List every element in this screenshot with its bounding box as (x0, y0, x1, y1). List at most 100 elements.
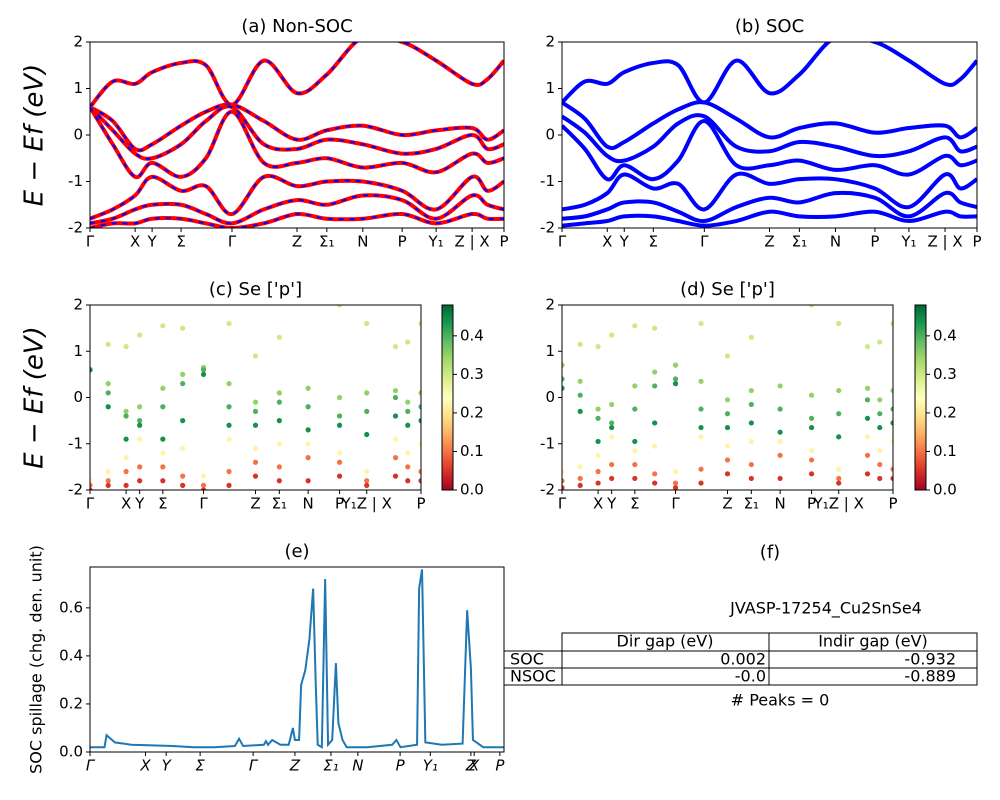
x-tick-label: Z | X (927, 233, 962, 251)
band-point (226, 482, 232, 488)
x-tick-label: Z (250, 495, 260, 513)
band-point (123, 344, 129, 350)
band-point (137, 404, 143, 410)
x-tick-label: Y (619, 233, 630, 251)
band-point (609, 420, 615, 426)
y-tick-label: 2 (545, 33, 555, 51)
band-point (305, 441, 311, 447)
band-point (808, 471, 815, 477)
band-point (748, 387, 754, 394)
band-point (672, 468, 679, 475)
band-point (724, 457, 731, 463)
band-point (392, 473, 399, 479)
table-cell: -0.932 (904, 650, 956, 669)
band-point (276, 390, 282, 396)
colorbar-label: 0.4 (460, 326, 484, 344)
colorbar (441, 304, 454, 491)
band-point (698, 424, 704, 431)
band-dash (90, 194, 504, 225)
panel-title: (b) SOC (735, 16, 804, 37)
band-point (105, 341, 111, 347)
band-point (90, 367, 93, 373)
band-point (698, 406, 704, 412)
band-point (877, 424, 883, 431)
band-point (392, 413, 399, 419)
band-point (595, 452, 601, 458)
x-tick-label: Σ₁ (323, 757, 339, 775)
band-point (748, 401, 754, 408)
band-point (123, 482, 129, 488)
band-point (180, 482, 186, 488)
band-point (864, 471, 871, 477)
band-point (836, 480, 842, 486)
x-tick-label: Y (134, 495, 145, 513)
band-point (836, 411, 842, 417)
x-tick-label: Γ (86, 757, 96, 775)
x-tick-label: X (593, 495, 603, 513)
band-line (90, 104, 504, 161)
band-point (105, 468, 111, 475)
x-tick-label: Σ (158, 495, 167, 513)
band-point (336, 459, 343, 465)
band-point (200, 371, 207, 377)
band-point (364, 390, 370, 396)
panel-title: (a) Non-SOC (241, 16, 352, 37)
band-point (777, 383, 783, 389)
band-point (226, 404, 232, 410)
colorbar-label: 0.0 (460, 481, 484, 499)
band-point (123, 455, 129, 461)
band-point (276, 441, 282, 447)
band-point (105, 482, 111, 488)
band-point (123, 413, 129, 419)
band-point (652, 325, 658, 331)
y-axis-label: E − Ef (eV) (20, 64, 50, 207)
band-point (836, 475, 842, 482)
band-point (877, 339, 883, 345)
band-point (877, 411, 883, 417)
band-point (652, 480, 658, 486)
y-tick-label: -1 (540, 434, 555, 452)
band-point (418, 478, 421, 484)
band-point (698, 320, 704, 327)
band-point (595, 480, 601, 486)
x-tick-label: Z (289, 757, 301, 775)
x-tick-label: X (468, 757, 480, 775)
band-point (698, 466, 704, 472)
band-point (562, 376, 565, 382)
band-point (632, 383, 638, 389)
band-point (562, 362, 565, 368)
y-tick-label: 0.2 (59, 694, 83, 712)
x-tick-label: P (870, 233, 879, 251)
colorbar-label: 0.4 (933, 326, 957, 344)
band-point (609, 332, 615, 338)
y-tick-label: -2 (68, 219, 83, 237)
band-point (336, 450, 343, 456)
band-point (200, 367, 207, 373)
plot-area (562, 42, 977, 228)
x-tick-label: Γ (558, 495, 567, 513)
band-point (632, 461, 638, 468)
y-tick-label: 1 (545, 79, 555, 97)
colorbar-label: 0.3 (933, 365, 957, 383)
band-point (890, 466, 893, 472)
band-point (890, 438, 893, 445)
band-point (808, 424, 815, 431)
band-point (276, 418, 282, 424)
band-point (890, 320, 893, 327)
band-point (595, 406, 601, 412)
band-point (890, 475, 893, 482)
band-point (577, 464, 583, 470)
y-tick-label: 0.4 (59, 646, 83, 664)
band-point (137, 478, 143, 484)
band-point (808, 448, 815, 454)
table-header: Dir gap (eV) (617, 632, 714, 651)
band-point (252, 422, 259, 428)
x-tick-label: P (495, 757, 505, 775)
y-tick-label: -2 (540, 481, 555, 499)
band-point (137, 332, 143, 338)
x-tick-label: Σ₁ (792, 233, 808, 251)
x-tick-label: Z (722, 495, 732, 513)
band-point (577, 408, 583, 414)
y-tick-label: 2 (73, 296, 83, 314)
band-point (160, 385, 166, 391)
